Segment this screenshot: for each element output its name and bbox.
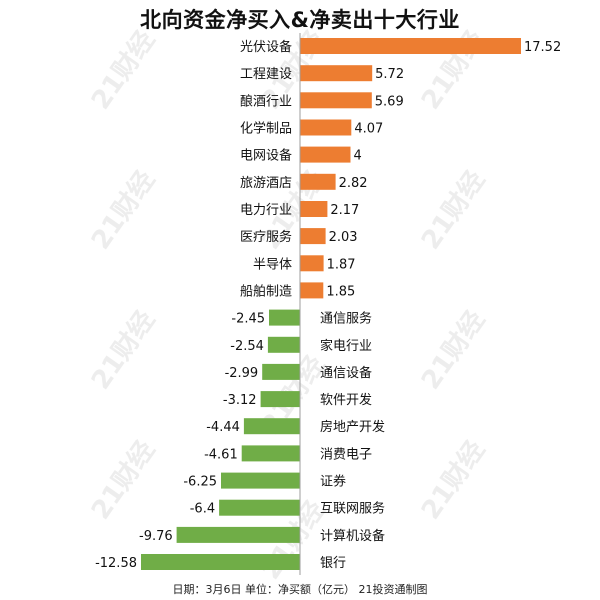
bar <box>141 554 300 570</box>
bar <box>300 201 328 217</box>
category-label: 电网设备 <box>240 148 292 164</box>
bar <box>267 336 300 353</box>
category-label: 半导体 <box>253 257 292 272</box>
category-label: 通信服务 <box>320 311 372 327</box>
value-label: 2.17 <box>330 203 359 218</box>
category-label: 证券 <box>320 474 346 490</box>
value-label: -4.61 <box>204 447 238 462</box>
category-label: 光伏设备 <box>240 39 292 55</box>
value-label: 1.87 <box>327 257 356 272</box>
watermark-text: 21财经 <box>85 305 161 395</box>
value-label: -9.76 <box>139 529 173 544</box>
label-layer: 光伏设备 17.52 工程建设 5.72 酿酒行业 5.69 化学制品 4.07 电网设备 4 旅游… <box>95 39 561 571</box>
chart-title: 北向资金净买入&净卖出十大行业 <box>140 8 460 32</box>
value-label: 2.82 <box>339 176 368 191</box>
value-label: -2.54 <box>230 339 264 354</box>
bar <box>221 472 300 489</box>
value-label: 4.07 <box>354 121 383 136</box>
bar <box>219 499 300 516</box>
value-label: 1.85 <box>326 284 355 299</box>
bar <box>300 146 351 163</box>
category-label: 家电行业 <box>320 338 372 354</box>
bar <box>300 173 336 190</box>
category-label: 船舶制造 <box>240 283 292 299</box>
value-label: -6.25 <box>183 475 217 490</box>
category-label: 房地产开发 <box>320 419 385 435</box>
bar <box>176 526 300 543</box>
category-label: 计算机设备 <box>320 528 385 544</box>
bar <box>300 65 373 82</box>
category-label: 银行 <box>320 556 346 571</box>
value-label: 2.03 <box>329 230 358 245</box>
bar <box>300 119 352 136</box>
watermark-text: 21财经 <box>85 165 161 255</box>
bar-layer <box>141 38 521 570</box>
bar <box>260 391 300 408</box>
category-label: 消费电子 <box>320 447 372 462</box>
category-label: 旅游酒店 <box>240 176 292 191</box>
bar <box>300 228 326 245</box>
bar <box>243 418 300 435</box>
value-label: -2.45 <box>231 312 265 327</box>
watermark-text: 21财经 <box>415 305 491 395</box>
bar <box>262 363 300 380</box>
category-label: 通信设备 <box>320 365 372 381</box>
value-label: 5.72 <box>375 67 404 82</box>
bar <box>269 309 300 326</box>
value-label: -3.12 <box>223 393 257 408</box>
footer-note: 日期：3月6日 单位：净买额（亿元） 21投资通制图 <box>172 583 428 596</box>
category-label: 酿酒行业 <box>240 93 292 109</box>
value-label: -12.58 <box>95 556 137 571</box>
value-label: -2.99 <box>225 366 259 381</box>
watermark-text: 21财经 <box>85 435 161 525</box>
watermark-text: 21财经 <box>85 25 161 115</box>
watermark-text: 21财经 <box>415 165 491 255</box>
value-label: 4 <box>353 149 361 164</box>
category-label: 医疗服务 <box>240 229 292 245</box>
category-label: 电力行业 <box>240 203 292 218</box>
bar <box>241 445 300 462</box>
value-label: -6.4 <box>190 502 215 517</box>
category-label: 软件开发 <box>320 392 372 408</box>
watermark-text: 21财经 <box>415 435 491 525</box>
value-label: 17.52 <box>524 40 561 55</box>
bar <box>300 92 372 109</box>
category-label: 化学制品 <box>240 120 292 136</box>
bar <box>300 282 324 299</box>
category-label: 互联网服务 <box>320 501 385 517</box>
bar <box>300 38 521 54</box>
value-label: 5.69 <box>375 94 404 109</box>
value-label: -4.44 <box>206 420 240 435</box>
bar <box>300 255 324 272</box>
category-label: 工程建设 <box>240 67 292 82</box>
